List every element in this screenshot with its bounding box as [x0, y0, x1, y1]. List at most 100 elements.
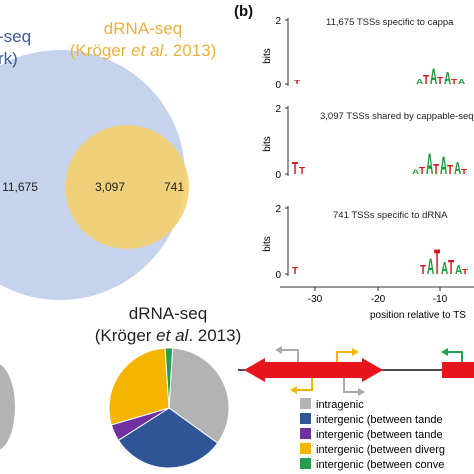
legend-swatch-convergent [300, 458, 311, 469]
venn-right-title-author: Kröger [75, 41, 131, 60]
tss-arrow-grey-1 [282, 349, 299, 362]
logo-glyph: T [434, 244, 440, 282]
pie-title-etal: et al [156, 326, 189, 345]
legend-label-tandem-2: intergenic (between tande [316, 429, 443, 441]
logo-glyph: T [299, 166, 305, 177]
logo-1-caption: 11,675 TSSs specific to cappa [326, 17, 454, 28]
pie-title-line2: (Kröger et al. 2013) [95, 326, 242, 345]
venn-count-right-only: 741 [164, 180, 184, 194]
pie-slices [108, 347, 230, 469]
logo-glyph: A [430, 63, 437, 89]
tss-arrow-yellow-1-head [352, 348, 359, 356]
gene-arrow-right [442, 362, 474, 378]
logo-x-tick-label-1: -30 [308, 294, 323, 305]
logo-x-axis: -30 -20 -10 position relative to TS [280, 286, 474, 321]
logo-3-ylabel: bits [262, 236, 273, 252]
pie-title-line1: dRNA-seq [129, 304, 207, 323]
logo-panel-2: 2 0 bits 3,097 TSSs shared by cappable-s… [262, 104, 474, 181]
tss-arrow-yellow-1 [336, 351, 352, 362]
legend-label-intragenic: intragenic [316, 399, 364, 411]
tss-arrow-yellow-2-head [290, 386, 297, 394]
tss-arrow-grey-2-head [358, 388, 365, 396]
logo-glyph: T [448, 258, 454, 280]
logo-x-tick-label-2: -20 [371, 294, 386, 305]
venn-left-title-line2: rk) [0, 49, 18, 68]
legend-label-tandem-1: intergenic (between tande [316, 414, 443, 426]
logo-3-ymax: 2 [275, 204, 281, 215]
legend: intragenic intergenic (between tande int… [300, 398, 445, 471]
venn-count-overlap: 3,097 [95, 180, 125, 194]
logo-glyph: T [451, 77, 458, 85]
logo-glyph: A [455, 264, 462, 277]
logo-panel-1: 2 0 bits 11,675 TSSs specific to cappa T… [262, 16, 466, 91]
pie-slice-1 [117, 407, 219, 469]
tss-arrow-grey-2 [343, 378, 358, 393]
logo-glyph: T [294, 80, 300, 86]
pie-left-partial [0, 364, 15, 450]
venn-right-circle [65, 125, 189, 249]
logo-1-ymin: 0 [275, 80, 281, 91]
pie-slice-4 [164, 347, 174, 409]
panel-b-label: (b) [234, 3, 253, 20]
logo-2-caption: 3,097 TSSs shared by cappable-seq [320, 111, 474, 122]
logo-glyph: A [454, 159, 461, 179]
legend-swatch-divergent [300, 443, 311, 454]
pie-dRNA: dRNA-seq (Kröger et al. 2013) [95, 304, 242, 469]
logo-x-tick-label-3: -10 [433, 294, 448, 305]
tss-arrow-grey-1-head [275, 346, 282, 354]
logo-3-ymin: 0 [275, 270, 281, 281]
logo-2-ymax: 2 [275, 104, 281, 115]
pie-title-year: . 2013) [188, 326, 241, 345]
pie-slice-0 [168, 347, 230, 444]
pie-left-slice-intragenic [0, 364, 15, 450]
pie-slice-3 [108, 347, 170, 426]
logo-glyph: T [292, 159, 298, 179]
venn-right-title-open: ( [70, 41, 76, 60]
logo-glyph: A [427, 253, 434, 279]
logo-x-label: position relative to TS [370, 310, 466, 321]
legend-swatch-tandem-2 [300, 428, 311, 439]
pie-title-open: (Kröger [95, 326, 156, 345]
venn-right-title-line1: dRNA-seq [104, 19, 182, 38]
logo-glyph: T [461, 167, 468, 175]
logo-glyph: T [462, 267, 469, 275]
tss-arrow-yellow-2 [297, 378, 313, 391]
logo-glyph: A [426, 147, 433, 181]
venn-count-left-only: 11,675 [2, 180, 38, 194]
venn-right-title-etal: et al [131, 41, 164, 60]
tss-arrow-green-head [441, 348, 448, 356]
logo-glyph: T [419, 166, 425, 177]
venn-right-title-line2: (Kröger et al. 2013) [70, 41, 217, 60]
legend-label-convergent: intergenic (between conve [316, 459, 444, 471]
venn-left-title-line1: -seq [0, 27, 31, 46]
logo-glyph: A [444, 69, 451, 89]
legend-swatch-tandem-1 [300, 413, 311, 424]
legend-swatch-intragenic [300, 398, 311, 409]
logo-glyph: T [447, 164, 453, 177]
logo-3-caption: 741 TSSs specific to dRNA [333, 210, 448, 221]
logo-glyph: T [437, 76, 443, 87]
sequence-logos: 2 0 bits 11,675 TSSs specific to cappa T… [262, 16, 474, 321]
gene-arrow-middle [302, 358, 383, 382]
logo-glyph: A [441, 259, 448, 279]
logo-2-ymin: 0 [275, 170, 281, 181]
logo-glyph: T [433, 160, 439, 178]
logo-glyph: A [440, 153, 447, 181]
logo-glyph: T [423, 74, 429, 87]
logo-1-ylabel: bits [262, 48, 273, 64]
venn-right-title-year: . 2013) [163, 41, 216, 60]
logo-2-ylabel: bits [262, 136, 273, 152]
logo-glyph: A [416, 77, 424, 85]
venn-diagram: -seq rk) dRNA-seq (Kröger et al. 2013) 1… [0, 19, 216, 300]
logo-glyph: T [420, 264, 426, 277]
legend-label-divergent: intergenic (between diverg [316, 444, 445, 456]
tss-arrow-green [448, 351, 463, 362]
logo-1-ymax: 2 [275, 16, 281, 27]
gene-diagram [238, 346, 474, 396]
logo-glyph: A [412, 168, 419, 176]
logo-glyph: T [292, 266, 298, 277]
